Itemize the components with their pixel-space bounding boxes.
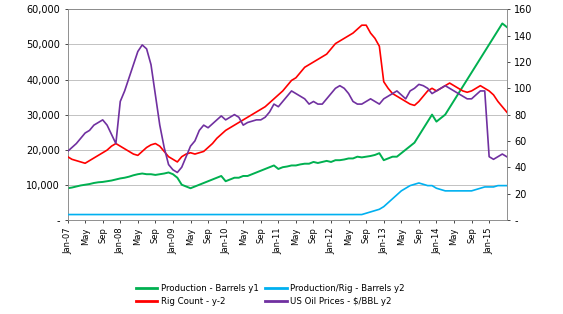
Legend: Production - Barrels y1, Rig Count - y-2, Production/Rig - Barrels y2, US Oil Pr: Production - Barrels y1, Rig Count - y-2… bbox=[132, 280, 408, 310]
